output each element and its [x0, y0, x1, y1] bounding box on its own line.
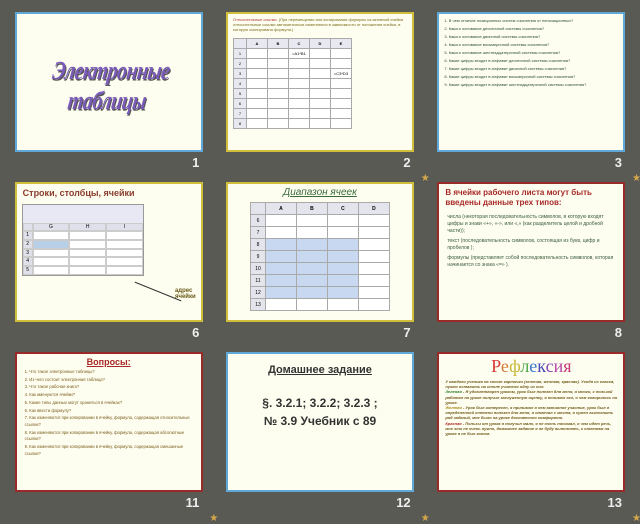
- slide-12: Домашнее задание §. 3.2.1; 3.2.2; 3.2.3 …: [226, 352, 414, 492]
- slide-8-title: В ячейки рабочего листа могут быть введе…: [439, 184, 623, 211]
- slide-13: Рефлексия У каждого ученика на столе кар…: [437, 352, 625, 492]
- slide-3: 1. В чем отличие позиционных систем счис…: [437, 12, 625, 152]
- slide-6-spreadsheet: GHI 1 2 3 4 5: [22, 204, 144, 276]
- slide-13-body: У каждого ученика на столе карточки (зел…: [439, 377, 623, 438]
- cell-address-label: адрес ячейки: [175, 288, 196, 300]
- slide-6-title: Строки, столбцы, ячейки: [17, 184, 201, 202]
- slide-12-title: Домашнее задание: [228, 354, 412, 376]
- slide-thumbnail-grid: Электронные таблицы 1 Относительные ссыл…: [12, 12, 628, 510]
- slide-7-cell[interactable]: Диапазон ячеек ABCD 6 7 8 9 10 11 12 13 …: [223, 182, 416, 340]
- transition-icon: ★: [632, 173, 640, 184]
- slide-3-cell[interactable]: 1. В чем отличие позиционных систем счис…: [435, 12, 628, 170]
- slide-11-list: 1. Что такое электронные таблицы? 2. Из …: [17, 367, 201, 461]
- slide-2-number: 2: [223, 155, 416, 170]
- transition-icon: ★: [421, 513, 430, 524]
- slide-6-cell[interactable]: Строки, столбцы, ячейки GHI 1 2 3 4 5 ад…: [12, 182, 205, 340]
- slide-8-number: 8: [435, 325, 628, 340]
- slide-13-cell[interactable]: Рефлексия У каждого ученика на столе кар…: [435, 352, 628, 510]
- slide-11: Вопросы: 1. Что такое электронные таблиц…: [15, 352, 203, 492]
- slide-3-number: 3: [435, 155, 628, 170]
- slide-2-spreadsheet: ABCDE 1=A1*B1 2 3=C3*D3 4 5 6 7 8: [233, 38, 352, 129]
- slide-2: Относительные ссылки. (При перемещении и…: [226, 12, 414, 152]
- slide-7: Диапазон ячеек ABCD 6 7 8 9 10 11 12 13: [226, 182, 414, 322]
- slide-1-number: 1: [12, 155, 205, 170]
- slide-2-cell[interactable]: Относительные ссылки. (При перемещении и…: [223, 12, 416, 170]
- slide-6-number: 6: [12, 325, 205, 340]
- slide-3-questions: 1. В чем отличие позиционных систем счис…: [439, 14, 623, 94]
- slide-1-cell[interactable]: Электронные таблицы 1: [12, 12, 205, 170]
- slide-12-body: §. 3.2.1; 3.2.2; 3.2.3 ; № 3.9 Учебник с…: [228, 376, 412, 430]
- slide-13-number: 13: [435, 495, 628, 510]
- slide-12-cell[interactable]: Домашнее задание §. 3.2.1; 3.2.2; 3.2.3 …: [223, 352, 416, 510]
- slide-1-title: Электронные таблицы: [15, 57, 203, 117]
- slide-6: Строки, столбцы, ячейки GHI 1 2 3 4 5 ад…: [15, 182, 203, 322]
- slide-8-cell[interactable]: В ячейки рабочего листа могут быть введе…: [435, 182, 628, 340]
- slide-8-body: числа (некоторая последовательность симв…: [439, 214, 623, 269]
- slide-1: Электронные таблицы: [15, 12, 203, 152]
- slide-7-spreadsheet: ABCD 6 7 8 9 10 11 12 13: [250, 202, 390, 311]
- slide-11-cell[interactable]: Вопросы: 1. Что такое электронные таблиц…: [12, 352, 205, 510]
- slide-7-title: Диапазон ячеек: [228, 184, 412, 198]
- slide-7-number: 7: [223, 325, 416, 340]
- slide-8: В ячейки рабочего листа могут быть введе…: [437, 182, 625, 322]
- transition-icon: ★: [632, 513, 640, 524]
- slide-13-title: Рефлексия: [439, 354, 623, 377]
- slide-12-number: 12: [223, 495, 416, 510]
- slide-11-title: Вопросы:: [17, 354, 201, 367]
- slide-2-text: Относительные ссылки. (При перемещении и…: [228, 14, 412, 36]
- transition-icon: ★: [209, 513, 218, 524]
- slide-11-number: 11: [12, 495, 205, 510]
- transition-icon: ★: [421, 173, 430, 184]
